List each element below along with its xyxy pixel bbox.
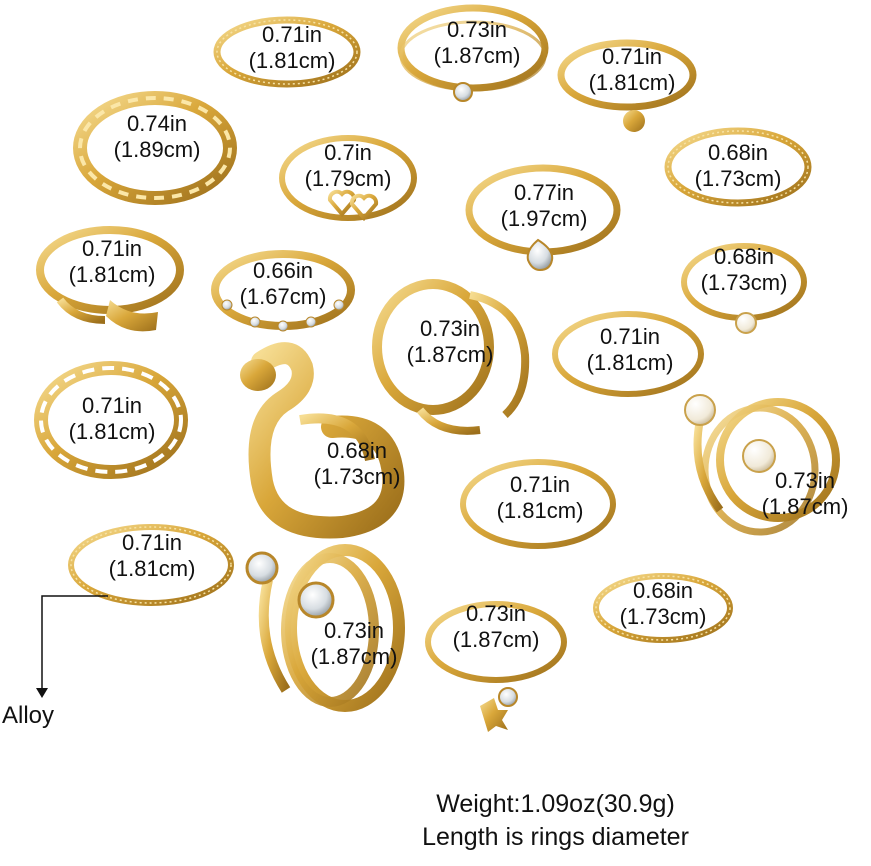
size-cm: (1.73cm) <box>694 166 782 191</box>
size-label-r16: 0.71in (1.81cm) <box>497 472 584 524</box>
weight-text: Weight:1.09oz(30.9g) <box>436 790 675 818</box>
size-label-r13: 0.71in (1.81cm) <box>69 393 156 445</box>
ring-r3 <box>557 39 697 132</box>
size-inches: 0.71in <box>510 472 570 497</box>
size-cm: (1.81cm) <box>588 70 676 95</box>
size-inches: 0.68in <box>714 244 774 269</box>
ring-r2 <box>397 4 549 102</box>
size-inches: 0.71in <box>82 236 142 261</box>
size-label-r17: 0.71in (1.81cm) <box>109 530 196 582</box>
size-label-r3: 0.71in (1.81cm) <box>589 44 676 96</box>
size-cm: (1.73cm) <box>313 464 401 489</box>
ring-r7 <box>465 164 621 272</box>
alloy-pointer <box>36 595 108 698</box>
size-inches: 0.68in <box>633 578 693 603</box>
size-inches: 0.68in <box>327 438 387 463</box>
size-inches: 0.68in <box>708 140 768 165</box>
ring-r18 <box>245 544 405 712</box>
ring-r11 <box>372 279 530 435</box>
size-cm: (1.81cm) <box>586 350 674 375</box>
size-cm: (1.87cm) <box>452 627 540 652</box>
size-label-r7: 0.77in (1.97cm) <box>501 180 588 232</box>
size-cm: (1.87cm) <box>310 644 398 669</box>
size-inches: 0.73in <box>447 17 507 42</box>
ring-r14 <box>240 342 405 539</box>
footer-caption: Weight:1.09oz(30.9g) Length is rings dia… <box>0 788 871 854</box>
size-inches: 0.73in <box>466 601 526 626</box>
size-cm: (1.87cm) <box>761 494 849 519</box>
material-label: Alloy <box>2 702 55 729</box>
size-label-r6: 0.68in (1.73cm) <box>695 140 782 192</box>
size-label-r20: 0.73in (1.87cm) <box>453 601 540 653</box>
size-inches: 0.73in <box>420 316 480 341</box>
size-cm: (1.97cm) <box>500 206 588 231</box>
size-cm: (1.81cm) <box>108 556 196 581</box>
size-cm: (1.67cm) <box>239 284 327 309</box>
size-inches: 0.73in <box>775 468 835 493</box>
size-inches: 0.66in <box>253 258 313 283</box>
size-inches: 0.77in <box>514 180 574 205</box>
ring-r8 <box>36 226 184 332</box>
size-inches: 0.71in <box>262 22 322 47</box>
size-label-r2: 0.73in (1.87cm) <box>434 17 521 69</box>
size-inches: 0.73in <box>324 618 384 643</box>
size-inches: 0.71in <box>122 530 182 555</box>
size-label-r12: 0.71in (1.81cm) <box>587 324 674 376</box>
ring-r5 <box>279 135 417 222</box>
size-cm: (1.73cm) <box>619 604 707 629</box>
size-inches: 0.74in <box>127 111 187 136</box>
size-inches: 0.71in <box>600 324 660 349</box>
size-cm: (1.73cm) <box>700 270 788 295</box>
size-inches: 0.71in <box>82 393 142 418</box>
ring-r9 <box>211 250 355 332</box>
ring-r19 <box>593 573 733 643</box>
size-inches: 0.71in <box>602 44 662 69</box>
size-cm: (1.79cm) <box>304 166 392 191</box>
size-cm: (1.81cm) <box>496 498 584 523</box>
note-text: Length is rings diameter <box>422 823 689 851</box>
size-label-r18: 0.73in (1.87cm) <box>311 618 398 670</box>
size-cm: (1.87cm) <box>433 43 521 68</box>
ring-r4 <box>73 91 237 205</box>
size-label-r4: 0.74in (1.89cm) <box>114 111 201 163</box>
size-cm: (1.81cm) <box>68 262 156 287</box>
size-cm: (1.89cm) <box>113 137 201 162</box>
size-label-r9: 0.66in (1.67cm) <box>240 258 327 310</box>
ring-r10 <box>681 243 807 334</box>
size-label-r14: 0.68in (1.73cm) <box>314 438 401 490</box>
size-label-r1: 0.71in (1.81cm) <box>249 22 336 74</box>
ring-r6 <box>664 127 812 207</box>
size-label-r5: 0.7in (1.79cm) <box>305 140 392 192</box>
size-inches: 0.7in <box>324 140 372 165</box>
ring-r17 <box>68 524 234 606</box>
size-label-r8: 0.71in (1.81cm) <box>69 236 156 288</box>
size-label-r10: 0.68in (1.73cm) <box>701 244 788 296</box>
size-cm: (1.87cm) <box>406 342 494 367</box>
ring-r1 <box>213 16 361 88</box>
ring-r12 <box>552 311 704 397</box>
ring-r15 <box>684 394 840 536</box>
ring-r16 <box>460 459 616 549</box>
size-label-r15: 0.73in (1.87cm) <box>762 468 849 520</box>
size-cm: (1.81cm) <box>248 48 336 73</box>
size-label-r19: 0.68in (1.73cm) <box>620 578 707 630</box>
ring-r13 <box>34 361 188 479</box>
size-cm: (1.81cm) <box>68 419 156 444</box>
ring-r20 <box>425 601 567 732</box>
size-label-r11: 0.73in (1.87cm) <box>407 316 494 368</box>
